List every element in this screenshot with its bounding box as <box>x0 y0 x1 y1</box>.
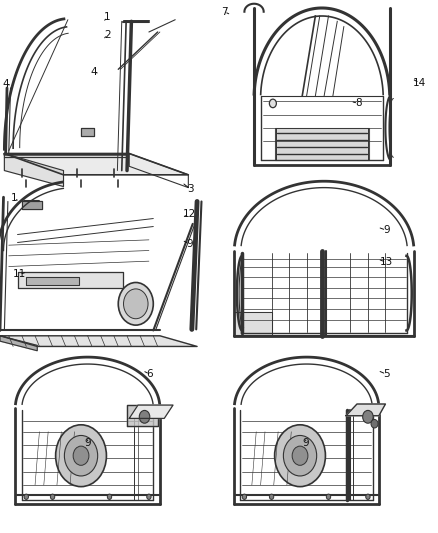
Text: 1: 1 <box>104 12 111 22</box>
Circle shape <box>118 282 153 325</box>
Circle shape <box>139 410 150 423</box>
Polygon shape <box>18 272 123 288</box>
Text: 1: 1 <box>11 193 18 203</box>
Circle shape <box>292 446 308 465</box>
Text: 9: 9 <box>84 439 91 448</box>
Text: 6: 6 <box>146 369 153 379</box>
Polygon shape <box>0 336 197 346</box>
Circle shape <box>56 425 106 487</box>
Text: 4: 4 <box>2 79 9 89</box>
Circle shape <box>326 494 331 499</box>
Polygon shape <box>346 404 385 416</box>
Polygon shape <box>4 154 188 175</box>
Circle shape <box>242 494 247 499</box>
Text: 8: 8 <box>355 99 362 108</box>
Text: 14: 14 <box>413 78 426 87</box>
Polygon shape <box>26 277 79 285</box>
Text: 11: 11 <box>13 270 26 279</box>
Circle shape <box>269 99 276 108</box>
Polygon shape <box>22 201 42 209</box>
Circle shape <box>283 435 317 476</box>
Text: 9: 9 <box>302 439 309 448</box>
Polygon shape <box>129 405 173 418</box>
Circle shape <box>24 494 28 499</box>
Polygon shape <box>0 336 37 351</box>
Text: 4: 4 <box>90 67 97 77</box>
Text: 12: 12 <box>183 209 196 219</box>
Circle shape <box>371 419 378 428</box>
Circle shape <box>366 494 370 499</box>
Text: 3: 3 <box>187 184 194 194</box>
Polygon shape <box>81 128 94 136</box>
Circle shape <box>64 435 98 476</box>
Polygon shape <box>234 312 272 336</box>
Text: 5: 5 <box>383 369 390 379</box>
Circle shape <box>50 494 55 499</box>
Circle shape <box>275 425 325 487</box>
Text: 7: 7 <box>221 7 228 17</box>
Circle shape <box>363 410 373 423</box>
Circle shape <box>73 446 89 465</box>
Text: 9: 9 <box>186 239 193 249</box>
Circle shape <box>124 289 148 319</box>
Text: 13: 13 <box>380 257 393 267</box>
Text: 2: 2 <box>104 30 111 39</box>
Circle shape <box>107 494 112 499</box>
Polygon shape <box>4 154 64 187</box>
Circle shape <box>269 494 274 499</box>
Text: 9: 9 <box>383 225 390 235</box>
Polygon shape <box>127 405 158 426</box>
Polygon shape <box>275 128 369 160</box>
Circle shape <box>147 494 151 499</box>
